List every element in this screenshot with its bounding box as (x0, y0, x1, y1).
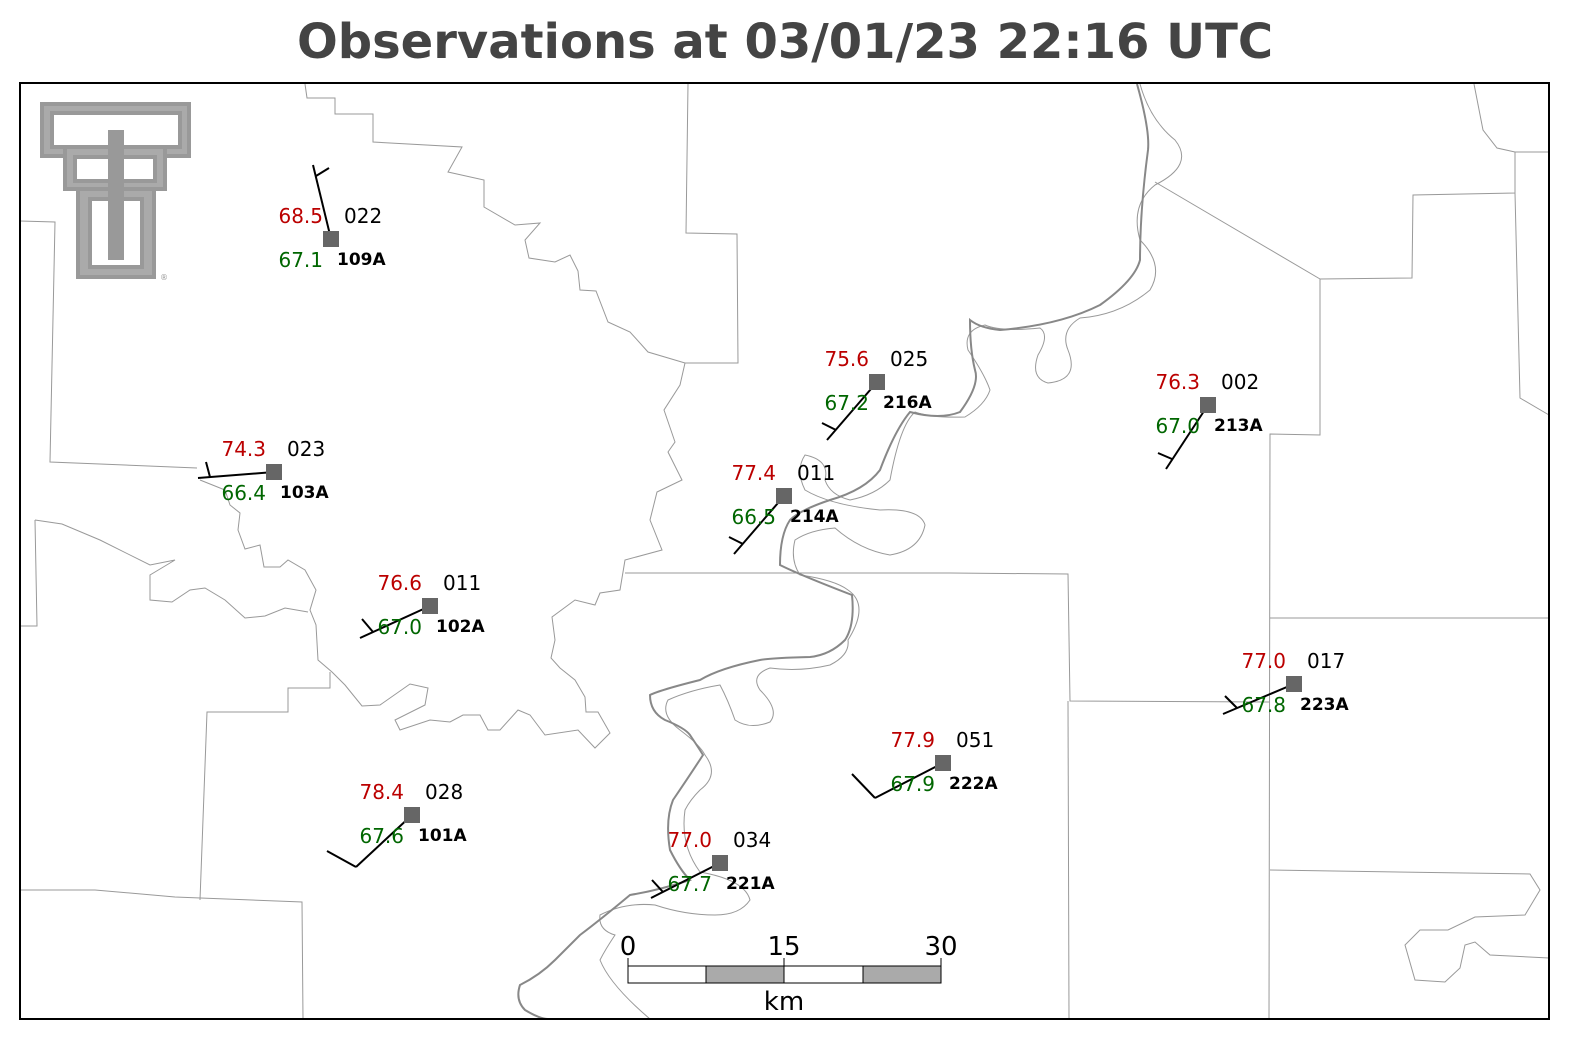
pressure: 025 (890, 347, 928, 371)
temperature: 68.5 (278, 204, 323, 228)
dewpoint: 67.9 (890, 772, 935, 796)
dewpoint: 67.8 (1241, 693, 1286, 717)
title: Observations at 03/01/23 22:16 UTC (297, 14, 1273, 70)
pressure: 017 (1307, 649, 1345, 673)
dewpoint: 67.2 (824, 391, 869, 415)
station-marker (776, 488, 792, 504)
station-id: 214A (790, 507, 839, 527)
station-marker (1286, 676, 1302, 692)
pressure: 051 (956, 728, 994, 752)
temperature: 76.6 (377, 571, 422, 595)
station-marker (869, 374, 885, 390)
scale-label: 30 (924, 932, 957, 962)
pressure: 002 (1221, 370, 1259, 394)
temperature: 78.4 (359, 780, 404, 804)
temperature: 74.3 (221, 437, 266, 461)
logo: ® (40, 102, 191, 282)
temperature: 77.9 (890, 728, 935, 752)
pressure: 028 (425, 780, 463, 804)
scale-label: 0 (620, 932, 637, 962)
station-id: 213A (1214, 416, 1263, 436)
pressure: 022 (344, 204, 382, 228)
pressure: 034 (733, 828, 771, 852)
svg-text:®: ® (160, 273, 168, 282)
station-marker (1200, 397, 1216, 413)
boundaries (19, 83, 1550, 1020)
station-id: 101A (418, 826, 467, 846)
station-marker (422, 598, 438, 614)
temperature: 76.3 (1155, 370, 1200, 394)
station-marker (404, 807, 420, 823)
dewpoint: 66.5 (731, 505, 776, 529)
station-id: 221A (726, 874, 775, 894)
scale-unit: km (764, 987, 804, 1017)
wind-barbs (197, 164, 1295, 899)
temperature: 77.0 (1241, 649, 1286, 673)
station-id: 223A (1300, 695, 1349, 715)
station-marker (935, 755, 951, 771)
station-id: 103A (280, 483, 329, 503)
dewpoint: 67.0 (1155, 414, 1200, 438)
station-id: 102A (436, 617, 485, 637)
station-marker (266, 464, 282, 480)
station-id: 222A (949, 774, 998, 794)
temperature: 77.4 (731, 461, 776, 485)
dewpoint: 67.6 (359, 824, 404, 848)
station-marker (712, 855, 728, 871)
pressure: 023 (287, 437, 325, 461)
station-marker (323, 231, 339, 247)
dewpoint: 67.7 (667, 872, 712, 896)
scale-bar (627, 958, 942, 984)
map-frame (19, 82, 1550, 1020)
dewpoint: 67.0 (377, 615, 422, 639)
temperature: 77.0 (667, 828, 712, 852)
station-id: 216A (883, 393, 932, 413)
dewpoint: 67.1 (278, 248, 323, 272)
station-id: 109A (337, 250, 386, 270)
temperature: 75.6 (824, 347, 869, 371)
pressure: 011 (797, 461, 835, 485)
scale-label: 15 (767, 932, 800, 962)
pressure: 011 (443, 571, 481, 595)
dewpoint: 66.4 (221, 481, 266, 505)
